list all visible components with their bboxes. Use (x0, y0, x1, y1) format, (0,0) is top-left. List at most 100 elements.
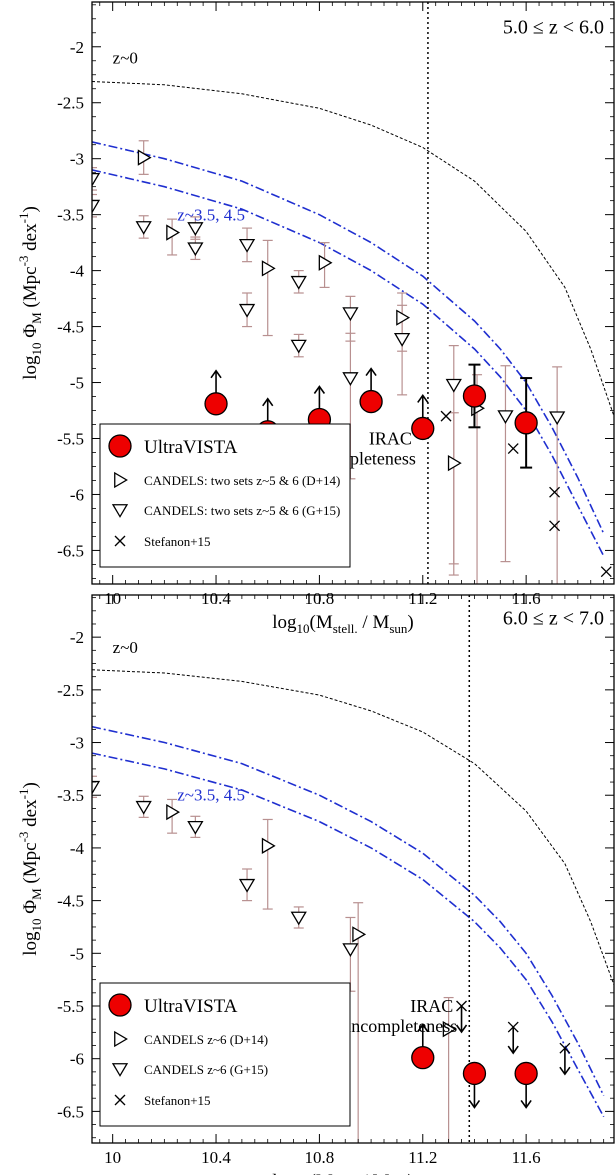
g15-point (187, 820, 204, 835)
plot-frame (91, 594, 615, 1144)
g15-point (290, 911, 307, 926)
g15-point (238, 303, 256, 318)
stefanon-point (549, 486, 561, 498)
y-axis-label: log10 ΦM (Mpc-3 dex-1) (16, 206, 44, 380)
g15-point (92, 172, 101, 187)
y-tick-label: -5.5 (57, 997, 84, 1016)
z0-curve (92, 81, 614, 417)
ultravista-point (359, 389, 383, 414)
y-tick-label: -4 (70, 839, 85, 858)
g15-point (342, 307, 359, 322)
x-tick-label: 11.6 (512, 1148, 541, 1167)
d14-point (166, 803, 181, 821)
g15-point (92, 780, 101, 795)
z0-curve (92, 669, 614, 986)
y-tick-label: -2 (70, 38, 84, 57)
d14-point (261, 260, 276, 277)
x-tick-label: 10.8 (305, 1148, 335, 1167)
legend: UltraVISTA CANDELS: two sets z~5 & 6 (D+1… (99, 423, 351, 568)
redshift-range-label: 5.0 ≤ z < 6.0 (503, 16, 604, 38)
d14-errorbar (262, 818, 273, 910)
legend-g15-marker (111, 1063, 129, 1077)
x-axis-label: log10(Mstell. / Msun) (272, 612, 414, 636)
legend-stefanon-label: Stefanon+15 (144, 1093, 211, 1108)
x-tick-label: 10.4 (201, 1148, 231, 1167)
stefanon-limit-arrow (455, 1006, 468, 1034)
y-tick-label: -2.5 (57, 681, 84, 700)
y-tick-label: -4 (70, 262, 85, 281)
y-tick-label: -5 (70, 374, 84, 393)
stefanon-point (507, 443, 519, 455)
x-tick-label: 11.2 (408, 1148, 437, 1167)
y-tick-label: -6 (70, 485, 84, 504)
y-tick-label: -5.5 (57, 430, 84, 449)
g15-errorbar (92, 167, 97, 191)
stefanon-point (549, 520, 561, 532)
z35-curve-upper (92, 141, 605, 534)
d14-errorbar (448, 412, 459, 565)
g15-point (445, 378, 462, 393)
z35-curve-lower (92, 752, 605, 1118)
g15-point (92, 199, 101, 214)
legend-box (99, 423, 351, 568)
legend-g15-label: CANDELS z~6 (G+15) (144, 1062, 268, 1077)
legend-g15-label: CANDELS: two sets z~5 & 6 (G+15) (144, 503, 340, 518)
plot-area (92, 595, 614, 1143)
panel-bottom: 10 10.4 10.8 11.2 11.6 -2 -2.5 -3 -3.5 -4 -4.5 -5 -5… (16, 594, 615, 1175)
ultravista-point (462, 384, 487, 408)
incompleteness-label-line2: incompleteness (346, 1016, 457, 1036)
y-tick-label: -6.5 (57, 541, 84, 560)
d14-point (166, 224, 181, 241)
stefanon-point (440, 410, 452, 422)
g15-point (187, 242, 204, 257)
y-tick-label: -3.5 (57, 786, 84, 805)
g15-errorbar (552, 366, 563, 584)
y-tick-label: -2.5 (57, 94, 84, 113)
g15-point (497, 410, 514, 425)
legend-ultravista-marker (108, 993, 132, 1017)
incompleteness-label-line1: IRAC (369, 429, 412, 449)
z0-curve-label: z~0 (113, 49, 138, 68)
ultravista-point (462, 1061, 487, 1086)
g15-point (290, 339, 307, 354)
g15-point (342, 372, 359, 386)
z35-curve-label: z~3.5, 4.5 (177, 786, 245, 805)
plot-frame (91, 1, 615, 585)
g15-point (135, 221, 152, 235)
y-axis-label: log10 ΦM (Mpc-3 dex-1) (16, 782, 44, 956)
legend-ultravista-marker (108, 434, 132, 458)
d14-point (447, 454, 462, 472)
d14-point (442, 1021, 457, 1038)
z35-curve-label: z~3.5, 4.5 (177, 205, 245, 224)
d14-point (137, 149, 152, 166)
g15-errorbar (92, 775, 97, 798)
z35-curve-upper (92, 725, 605, 1096)
legend-ultravista-label: UltraVISTA (144, 437, 238, 458)
legend-d14-label: CANDELS z~6 (D+14) (144, 1032, 268, 1047)
ultravista-point (514, 1061, 538, 1086)
ultravista-point (411, 416, 435, 441)
g15-errorbar (92, 193, 97, 218)
g15-point (393, 332, 411, 347)
d14-point (261, 837, 276, 854)
panel-top: 10 10.4 10.8 11.2 11.6-2-2.5-3-3.5-4-4.5-5-5… (16, 1, 615, 636)
g15-point (238, 238, 256, 253)
d14-errorbar (262, 239, 273, 337)
g15-point (342, 943, 359, 958)
legend: UltraVISTA CANDELS z~6 (D+14) CANDELS z~6 … (99, 982, 351, 1127)
d14-point (318, 254, 333, 271)
y-tick-label: -3.5 (57, 206, 84, 225)
legend-d14-marker (114, 471, 128, 489)
g15-point (187, 222, 204, 237)
stefanon-point (600, 566, 612, 578)
legend-stefanon-label: Stefanon+15 (144, 534, 211, 549)
d14-point (352, 926, 367, 943)
stefanon-limit-arrow (559, 1048, 571, 1076)
legend-stefanon-marker (114, 535, 126, 547)
incompleteness-label-line1: IRAC (410, 996, 453, 1016)
y-tick-label: -2 (70, 628, 84, 647)
d14-errorbar (443, 996, 454, 1143)
g15-point (135, 800, 152, 815)
ultravista-point (514, 411, 538, 435)
y-tick-label: -4.5 (57, 892, 84, 911)
